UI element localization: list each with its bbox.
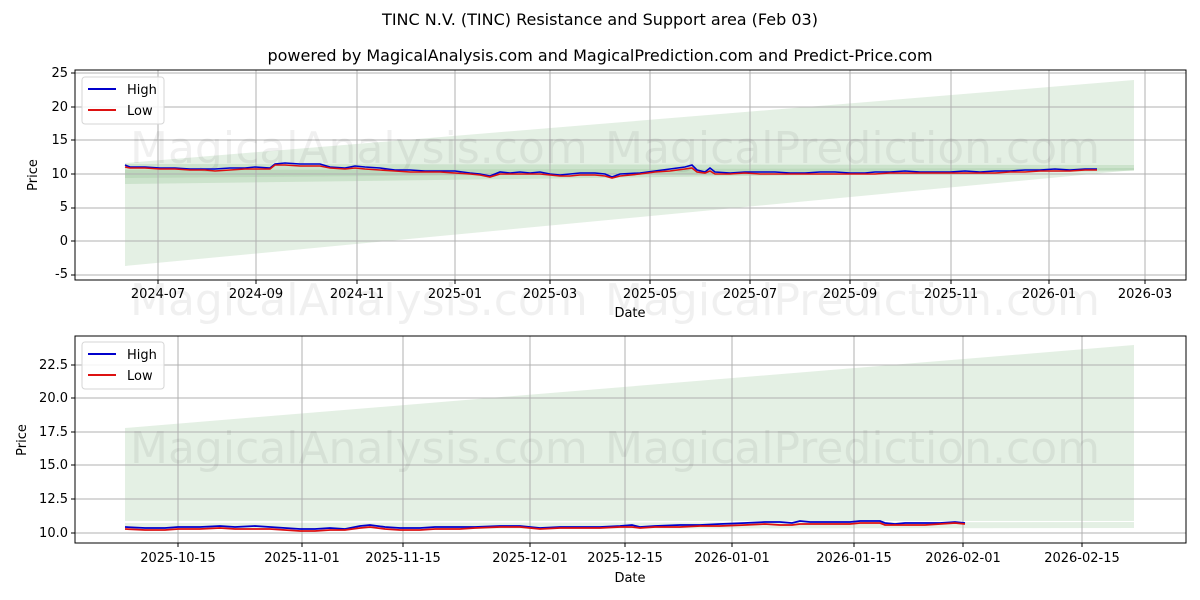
top-y-tick-labels: -5 0 5 10 15 20 25 [51, 66, 68, 282]
svg-text:2025-01: 2025-01 [428, 287, 482, 302]
svg-text:-5: -5 [55, 267, 68, 282]
svg-text:2026-03: 2026-03 [1118, 287, 1172, 302]
watermark-magicalprediction-3: MagicalPrediction.com [605, 423, 1100, 474]
chart-subtitle: powered by MagicalAnalysis.com and Magic… [267, 46, 933, 65]
bottom-y-tick-labels: 10.0 12.5 15.0 17.5 20.0 22.5 [39, 358, 68, 541]
bottom-x-tick-labels: 2025-10-15 2025-11-01 2025-11-15 2025-12… [140, 551, 1120, 566]
bottom-chart: MagicalAnalysis.com MagicalPrediction.co… [15, 335, 1187, 586]
svg-text:2025-12-15: 2025-12-15 [587, 551, 663, 566]
svg-text:2026-02-15: 2026-02-15 [1044, 551, 1120, 566]
legend-high-label: High [127, 348, 157, 363]
top-chart: MagicalAnalysis.com MagicalPrediction.co… [26, 66, 1187, 326]
svg-text:22.5: 22.5 [39, 358, 68, 373]
svg-text:2025-11-01: 2025-11-01 [264, 551, 340, 566]
bottom-x-axis-label: Date [614, 571, 645, 586]
svg-text:2026-02-01: 2026-02-01 [925, 551, 1001, 566]
top-x-axis-label: Date [614, 306, 645, 321]
top-legend: High Low [81, 76, 165, 125]
svg-text:0: 0 [60, 234, 68, 249]
top-y-axis-label: Price [26, 159, 41, 191]
top-high-line [124, 162, 1097, 178]
svg-text:2025-03: 2025-03 [523, 287, 577, 302]
svg-text:10: 10 [51, 167, 68, 182]
bottom-y-axis-label: Price [15, 424, 30, 456]
svg-text:2024-11: 2024-11 [330, 287, 384, 302]
bottom-legend: High Low [81, 341, 165, 390]
bottom-high-line [124, 520, 966, 530]
svg-text:25: 25 [51, 66, 68, 81]
svg-text:2026-01-01: 2026-01-01 [694, 551, 770, 566]
svg-text:2026-01: 2026-01 [1022, 287, 1076, 302]
top-low-line [124, 164, 1097, 179]
bottom-low-line [124, 522, 966, 532]
svg-text:12.5: 12.5 [39, 492, 68, 507]
svg-text:15: 15 [51, 133, 68, 148]
svg-text:2025-07: 2025-07 [723, 287, 777, 302]
top-x-tick-labels: 2024-07 2024-09 2024-11 2025-01 2025-03 … [131, 287, 1172, 302]
svg-text:17.5: 17.5 [39, 425, 68, 440]
chart-title: TINC N.V. (TINC) Resistance and Support … [382, 10, 818, 29]
svg-text:2026-01-15: 2026-01-15 [816, 551, 892, 566]
svg-text:2025-09: 2025-09 [823, 287, 877, 302]
svg-text:2025-11: 2025-11 [924, 287, 978, 302]
svg-text:2025-10-15: 2025-10-15 [140, 551, 216, 566]
svg-text:2025-11-15: 2025-11-15 [365, 551, 441, 566]
svg-text:2024-07: 2024-07 [131, 287, 185, 302]
svg-text:10.0: 10.0 [39, 526, 68, 541]
legend-high-label: High [127, 83, 157, 98]
svg-text:2025-12-01: 2025-12-01 [492, 551, 568, 566]
watermark-magicalanalysis: MagicalAnalysis.com [130, 123, 588, 174]
bottom-plot-frame [74, 335, 1187, 544]
top-plot-frame [74, 69, 1187, 281]
svg-text:20: 20 [51, 100, 68, 115]
watermark-magicalprediction: MagicalPrediction.com [605, 123, 1100, 174]
svg-text:5: 5 [60, 200, 68, 215]
svg-text:15.0: 15.0 [39, 458, 68, 473]
bottom-grid [75, 336, 1186, 543]
svg-text:2024-09: 2024-09 [229, 287, 283, 302]
bottom-resistance-band [125, 345, 1134, 521]
top-grid [75, 70, 1186, 280]
watermark-magicalanalysis-3: MagicalAnalysis.com [130, 423, 588, 474]
watermark-magicalanalysis-2: MagicalAnalysis.com [130, 275, 588, 326]
svg-text:2025-05: 2025-05 [623, 287, 677, 302]
watermark-magicalprediction-2: MagicalPrediction.com [605, 275, 1100, 326]
svg-text:20.0: 20.0 [39, 391, 68, 406]
legend-low-label: Low [127, 104, 153, 119]
legend-low-label: Low [127, 369, 153, 384]
